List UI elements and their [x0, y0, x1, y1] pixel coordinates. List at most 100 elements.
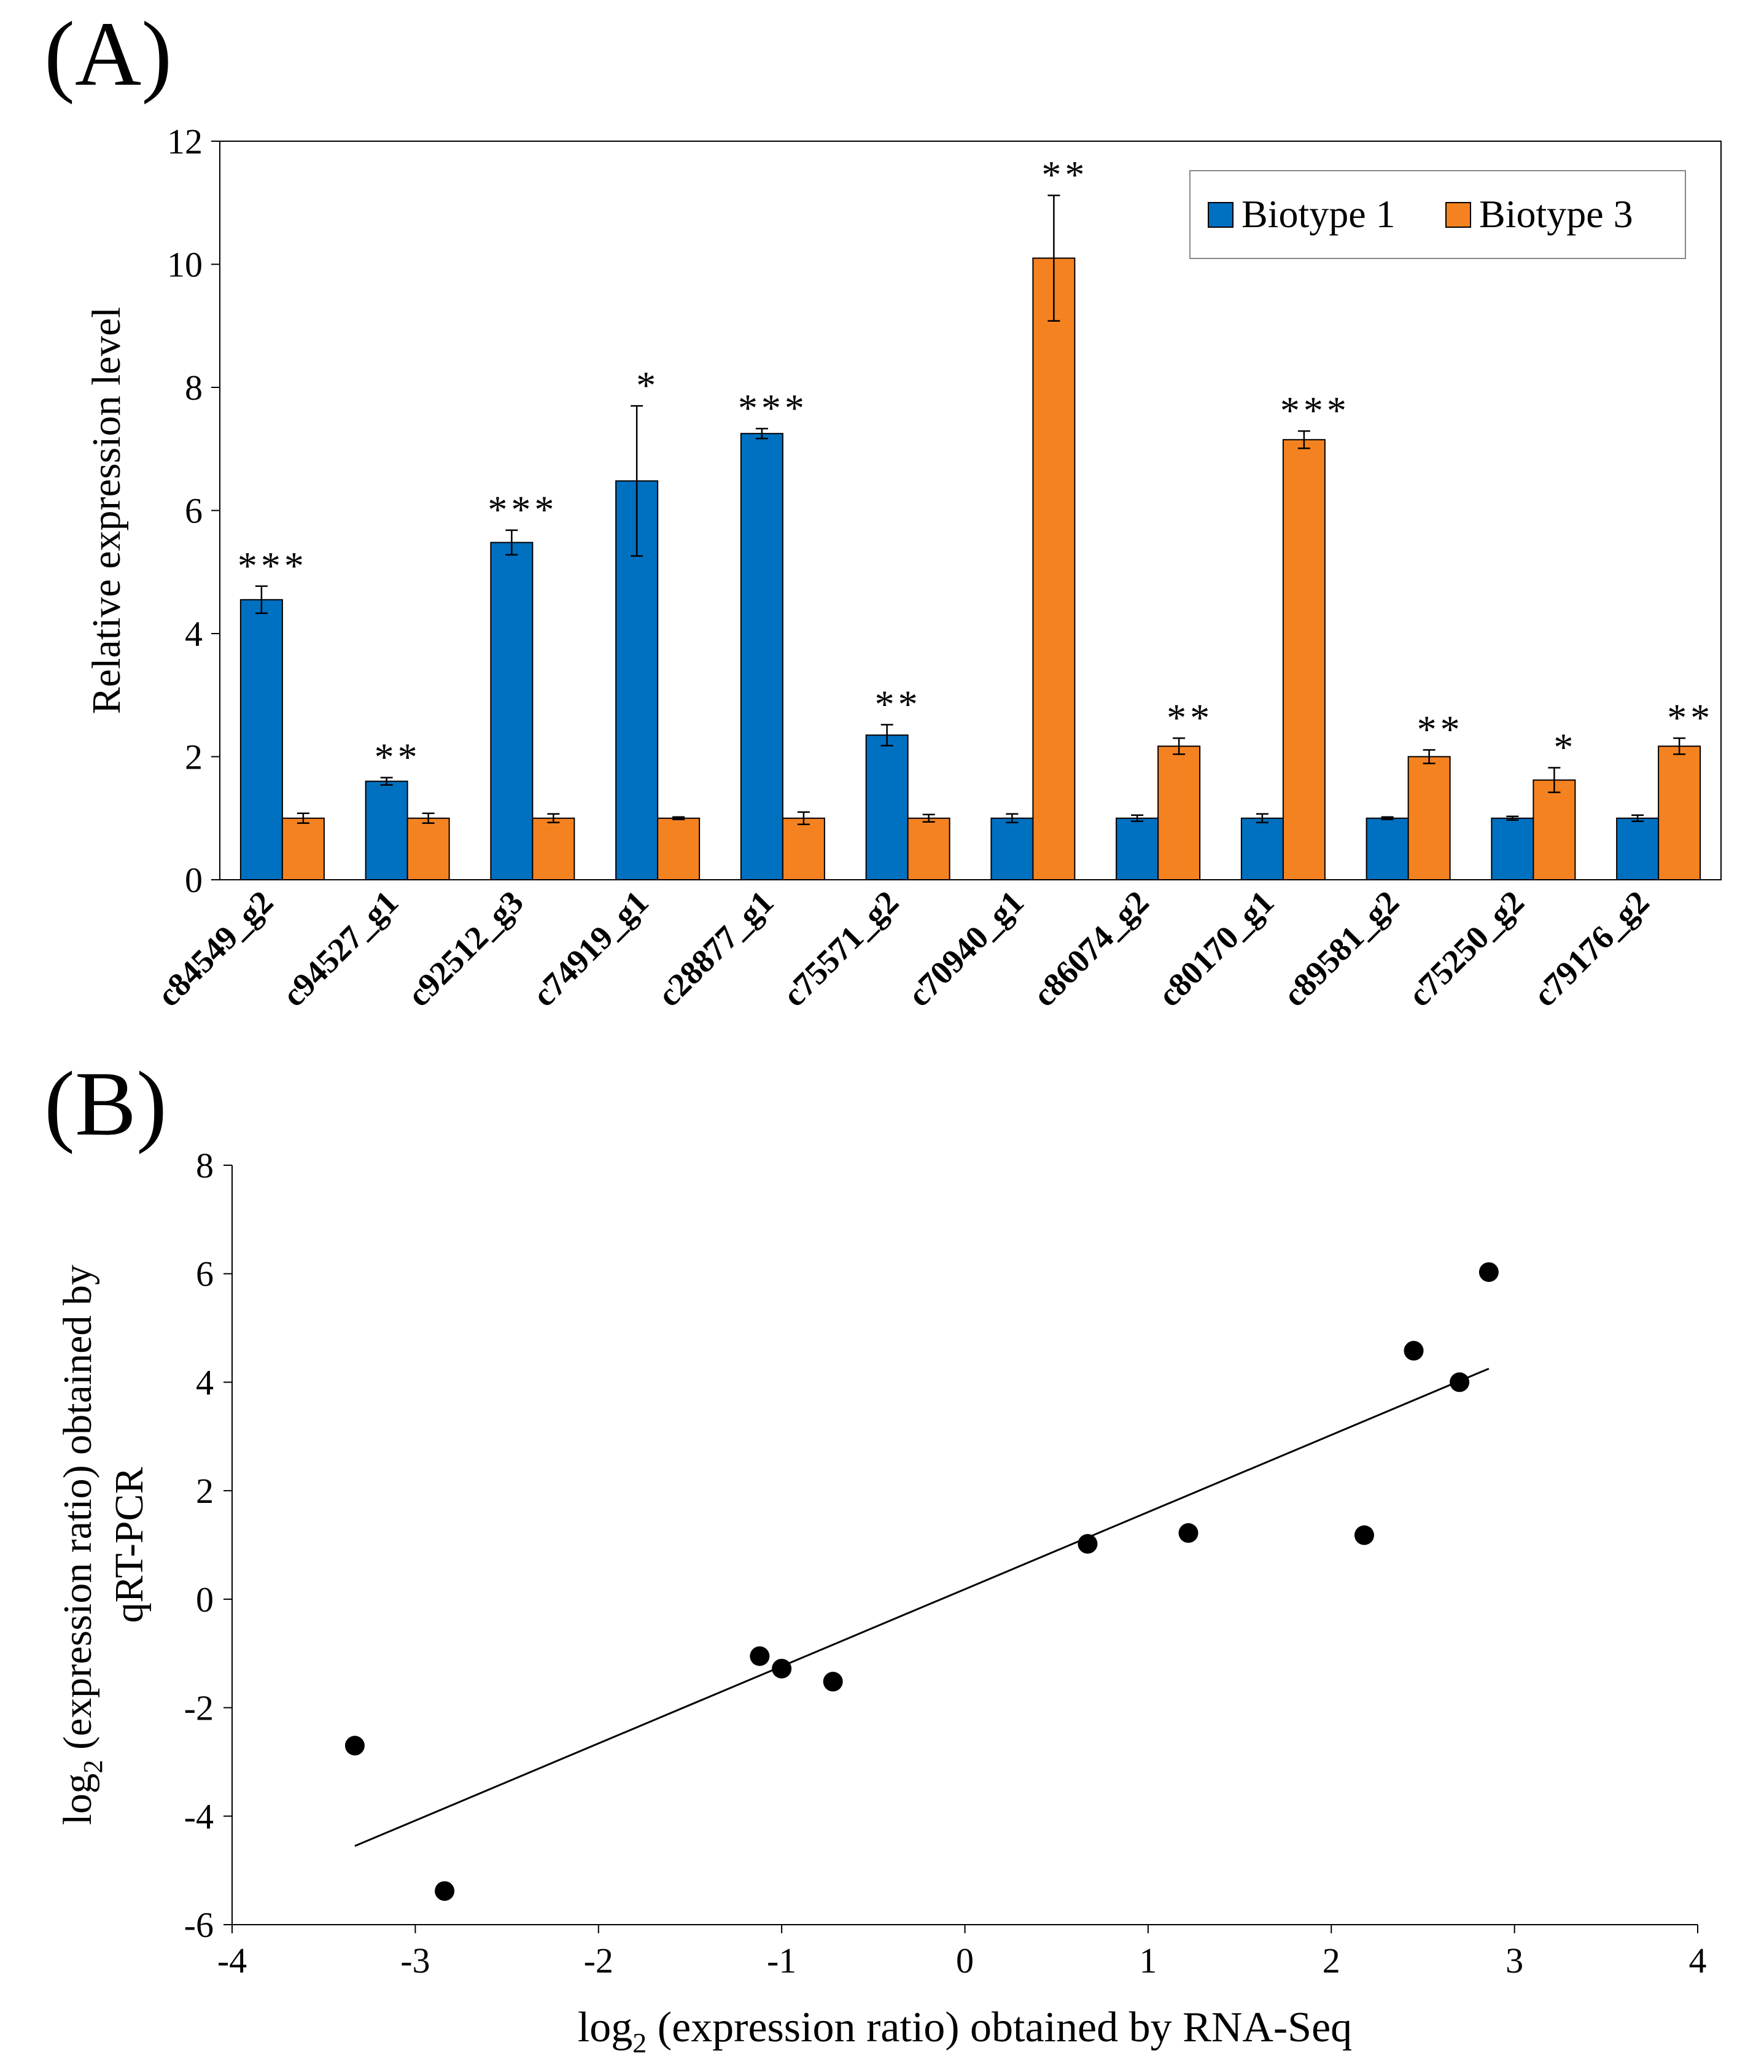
y-tick-label: -2 [184, 1688, 214, 1728]
data-point [772, 1658, 792, 1678]
error-bar [672, 816, 685, 821]
y-axis-title: Relative expression level [84, 307, 129, 714]
error-bar [880, 724, 893, 747]
bar-biotype1 [990, 817, 1034, 880]
bar-biotype3 [1533, 779, 1576, 880]
x-axis-title-rest: (expression ratio) obtained by RNA-Seq [647, 2004, 1352, 2051]
error-bar [922, 813, 935, 823]
bar-biotype1 [740, 433, 783, 880]
bar-biotype1 [865, 734, 909, 880]
data-point [1450, 1372, 1470, 1392]
y-tick-label: -4 [184, 1796, 214, 1836]
bar-biotype1 [1366, 817, 1409, 880]
error-bar [1047, 194, 1060, 322]
x-category-label: c74919_g1 [526, 883, 656, 1014]
x-category-label: c75250_g2 [1401, 883, 1531, 1014]
significance-marker: ** [1417, 707, 1464, 751]
legend-swatch-biotype3 [1445, 202, 1471, 228]
bar-biotype3 [406, 817, 450, 880]
bar-biotype1 [1116, 817, 1159, 880]
y-tick-label: 8 [196, 1146, 214, 1185]
error-bar [1673, 737, 1686, 755]
x-category-label: c94527_g1 [275, 883, 405, 1014]
legend: Biotype 1 Biotype 3 [1189, 170, 1686, 259]
data-point [344, 1736, 365, 1756]
x-axis-title-sub: 2 [632, 2027, 647, 2058]
y-tick-label: 0 [185, 860, 203, 900]
x-tick-label: 2 [1323, 1941, 1340, 1981]
legend-swatch-biotype1 [1208, 202, 1234, 228]
error-bar [547, 813, 560, 824]
data-point [1478, 1262, 1499, 1282]
y-tick-label: 4 [196, 1362, 214, 1402]
significance-marker: ** [1167, 696, 1213, 739]
y-tick-label: 0 [196, 1580, 214, 1620]
y-tick-label: 2 [185, 737, 203, 777]
bar-biotype1 [490, 541, 534, 880]
x-category-label: c86074_g2 [1026, 883, 1156, 1014]
legend-label-biotype3: Biotype 3 [1479, 192, 1633, 236]
error-bar [1423, 749, 1436, 764]
significance-marker: ** [1667, 696, 1714, 739]
error-bar [631, 405, 643, 557]
x-tick-label: 0 [956, 1941, 974, 1981]
bar-biotype1 [1491, 817, 1534, 880]
y-tick-label: 8 [185, 368, 203, 408]
error-bar [1548, 767, 1561, 793]
error-bar [505, 529, 518, 556]
error-bar [755, 427, 768, 440]
x-tick-label: -4 [217, 1941, 247, 1981]
legend-box [1189, 170, 1686, 259]
data-point [750, 1646, 770, 1666]
panel-label-b: (B) [44, 1053, 167, 1155]
y-tick-label: 10 [167, 245, 203, 285]
x-category-label: c84549_g2 [150, 883, 280, 1014]
bar-biotype3 [281, 817, 325, 880]
error-bar [1131, 814, 1144, 823]
x-category-label: c80170_g1 [1151, 883, 1281, 1014]
error-bar [1297, 430, 1310, 449]
y-axis-title-sub: 2 [78, 1760, 108, 1774]
error-bar [797, 811, 810, 826]
significance-marker: *** [488, 488, 558, 532]
bar-biotype1 [1616, 817, 1660, 880]
bar-biotype3 [1658, 745, 1701, 881]
significance-marker: *** [738, 386, 808, 430]
error-bar [1381, 816, 1394, 821]
data-point [823, 1672, 843, 1692]
significance-marker: ** [375, 735, 421, 779]
data-point [1078, 1534, 1098, 1554]
error-bar [1006, 813, 1019, 824]
significance-marker: ** [1041, 153, 1088, 196]
bar-biotype3 [1032, 257, 1076, 881]
x-tick-label: -3 [400, 1941, 430, 1981]
legend-label-biotype1: Biotype 1 [1241, 192, 1396, 236]
significance-marker: *** [238, 544, 308, 588]
x-category-label: c92512_g3 [400, 883, 530, 1014]
error-bar [422, 812, 435, 825]
y-axis-title: log2 (expression ratio) obtained by [55, 1265, 108, 1825]
significance-marker: * [636, 363, 659, 407]
x-tick-label: 3 [1506, 1941, 1523, 1981]
error-bar [1631, 814, 1644, 823]
panel-label-a: (A) [44, 3, 172, 105]
x-tick-label: -1 [767, 1941, 796, 1981]
error-bar [1173, 737, 1186, 755]
significance-marker: * [1553, 726, 1577, 769]
y-tick-label: -6 [184, 1905, 214, 1945]
x-category-label: c89581_g2 [1276, 883, 1406, 1014]
x-tick-label: -2 [584, 1941, 613, 1981]
bar-biotype1 [239, 599, 283, 880]
bar-biotype1 [1240, 817, 1284, 880]
x-axis-title: log2 (expression ratio) obtained by RNA-… [578, 2004, 1352, 2058]
y-tick-label: 6 [196, 1254, 214, 1294]
trendline [354, 1367, 1490, 1847]
x-category-label: c28877_g1 [650, 883, 780, 1014]
y-axis-title-log: log [55, 1774, 100, 1825]
bar-biotype3 [532, 817, 575, 880]
y-tick-label: 2 [196, 1471, 214, 1511]
x-category-label: c70940_g1 [901, 883, 1031, 1014]
bar-biotype1 [365, 780, 408, 880]
